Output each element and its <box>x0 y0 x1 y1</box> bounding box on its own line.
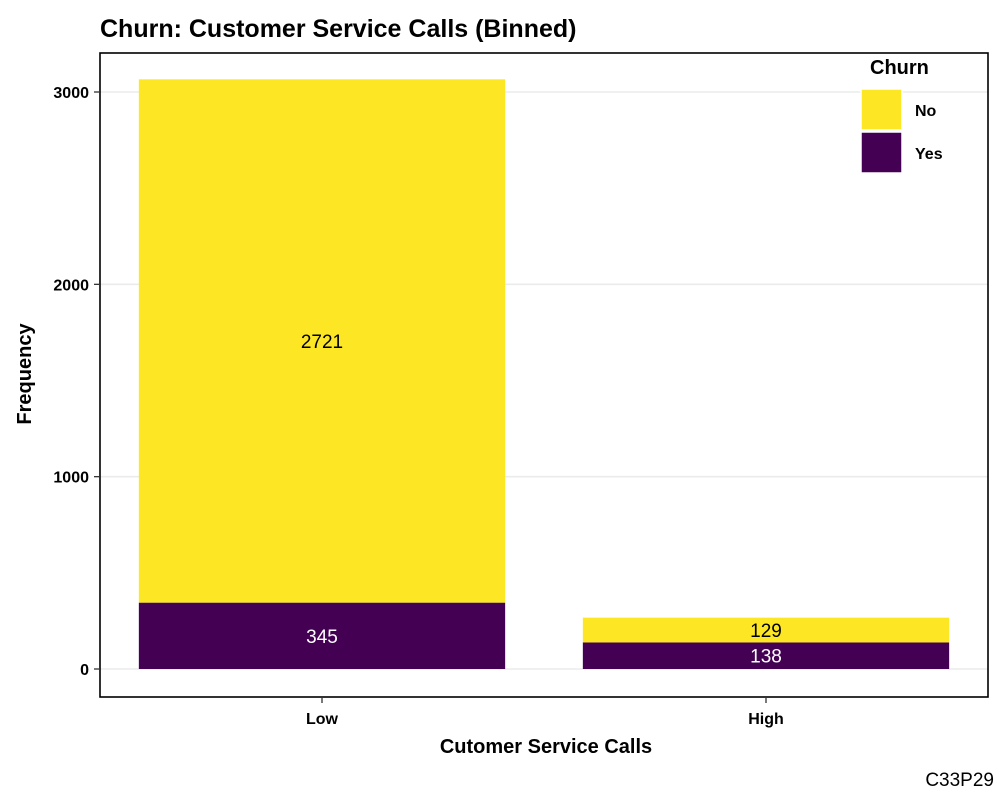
data-label-low-no: 2721 <box>301 332 343 353</box>
bar-high-no <box>582 617 950 643</box>
legend-title: Churn <box>870 57 929 79</box>
bar-high-yes <box>582 642 950 669</box>
legend-key-yes <box>860 131 903 174</box>
plot-panel-border <box>99 52 989 698</box>
data-label-high-yes: 138 <box>750 647 782 668</box>
legend-key-no <box>860 88 903 131</box>
x-axis: Low High <box>306 697 784 728</box>
data-label-low-yes: 345 <box>306 627 338 648</box>
bar-low-yes <box>138 602 506 669</box>
chart-title: Churn: Customer Service Calls (Binned) <box>100 15 576 43</box>
caption: C33P29 <box>925 770 994 791</box>
bars: 345 2721 138 129 <box>138 79 950 669</box>
legend: Churn No Yes <box>860 57 943 174</box>
legend-label-yes: Yes <box>915 146 943 163</box>
y-tick-label: 3000 <box>53 85 89 102</box>
data-label-high-no: 129 <box>750 621 782 642</box>
x-axis-title: Cutomer Service Calls <box>440 736 652 758</box>
y-axis: 0 1000 2000 3000 <box>53 85 100 679</box>
y-tick-label: 2000 <box>53 277 89 294</box>
bar-low-no <box>138 79 506 603</box>
y-tick-label: 0 <box>80 662 89 679</box>
x-tick-label: Low <box>306 711 339 728</box>
x-tick-label: High <box>748 711 784 728</box>
y-tick-label: 1000 <box>53 470 89 487</box>
y-axis-title: Frequency <box>14 323 36 425</box>
legend-label-no: No <box>915 103 937 120</box>
